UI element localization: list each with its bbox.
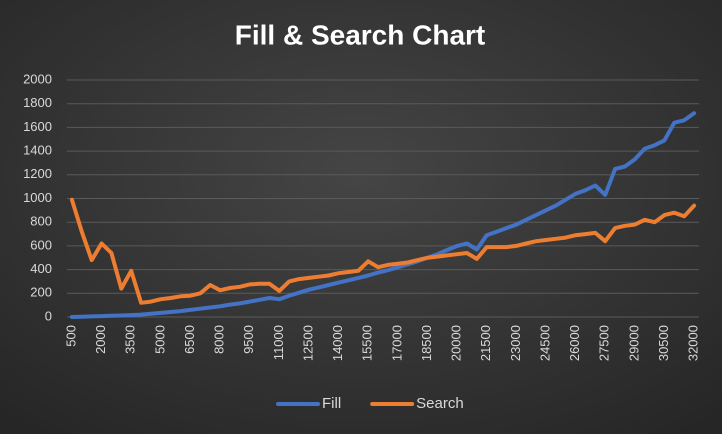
x-tick-label: 11000 — [271, 325, 286, 360]
legend-label: Search — [416, 395, 464, 412]
x-tick-label: 17000 — [389, 325, 404, 361]
x-tick-label: 27500 — [597, 325, 612, 361]
x-tick-label: 21500 — [478, 325, 493, 361]
line-series — [69, 111, 697, 319]
line-series — [69, 197, 697, 305]
x-tick-label: 2000 — [93, 325, 108, 354]
y-tick-label: 1000 — [23, 190, 52, 205]
x-tick-label: 3500 — [123, 325, 138, 354]
chart-title: Fill & Search Chart — [235, 19, 486, 50]
y-tick-label: 1600 — [23, 119, 52, 134]
y-tick-label: 1800 — [23, 95, 52, 110]
x-tick-label: 5000 — [152, 325, 167, 354]
legend-label: Fill — [322, 395, 341, 412]
y-tick-label: 800 — [30, 214, 52, 229]
x-tick-label: 24500 — [537, 325, 552, 361]
y-tick-label: 1400 — [23, 143, 52, 158]
x-tick-label: 500 — [63, 325, 78, 347]
x-tick-label: 8000 — [212, 325, 227, 354]
x-tick-label: 14000 — [330, 325, 345, 361]
x-tick-label: 23000 — [508, 325, 523, 361]
x-tick-label: 30500 — [656, 325, 671, 361]
x-tick-label: 29000 — [626, 325, 641, 361]
y-tick-label: 0 — [45, 308, 52, 323]
y-tick-label: 1200 — [23, 166, 52, 181]
x-tick-label: 12500 — [300, 325, 315, 361]
x-tick-label: 18500 — [419, 325, 434, 361]
x-tick-label: 26000 — [567, 325, 582, 361]
y-tick-label: 600 — [30, 237, 52, 252]
y-tick-label: 200 — [30, 285, 52, 300]
x-tick-label: 20000 — [449, 325, 464, 361]
x-tick-label: 9500 — [241, 325, 256, 354]
x-tick-label: 32000 — [686, 325, 701, 361]
y-tick-label: 400 — [30, 261, 52, 276]
y-tick-label: 2000 — [23, 71, 52, 86]
x-tick-label: 6500 — [182, 325, 197, 354]
x-tick-label: 15500 — [360, 325, 375, 361]
